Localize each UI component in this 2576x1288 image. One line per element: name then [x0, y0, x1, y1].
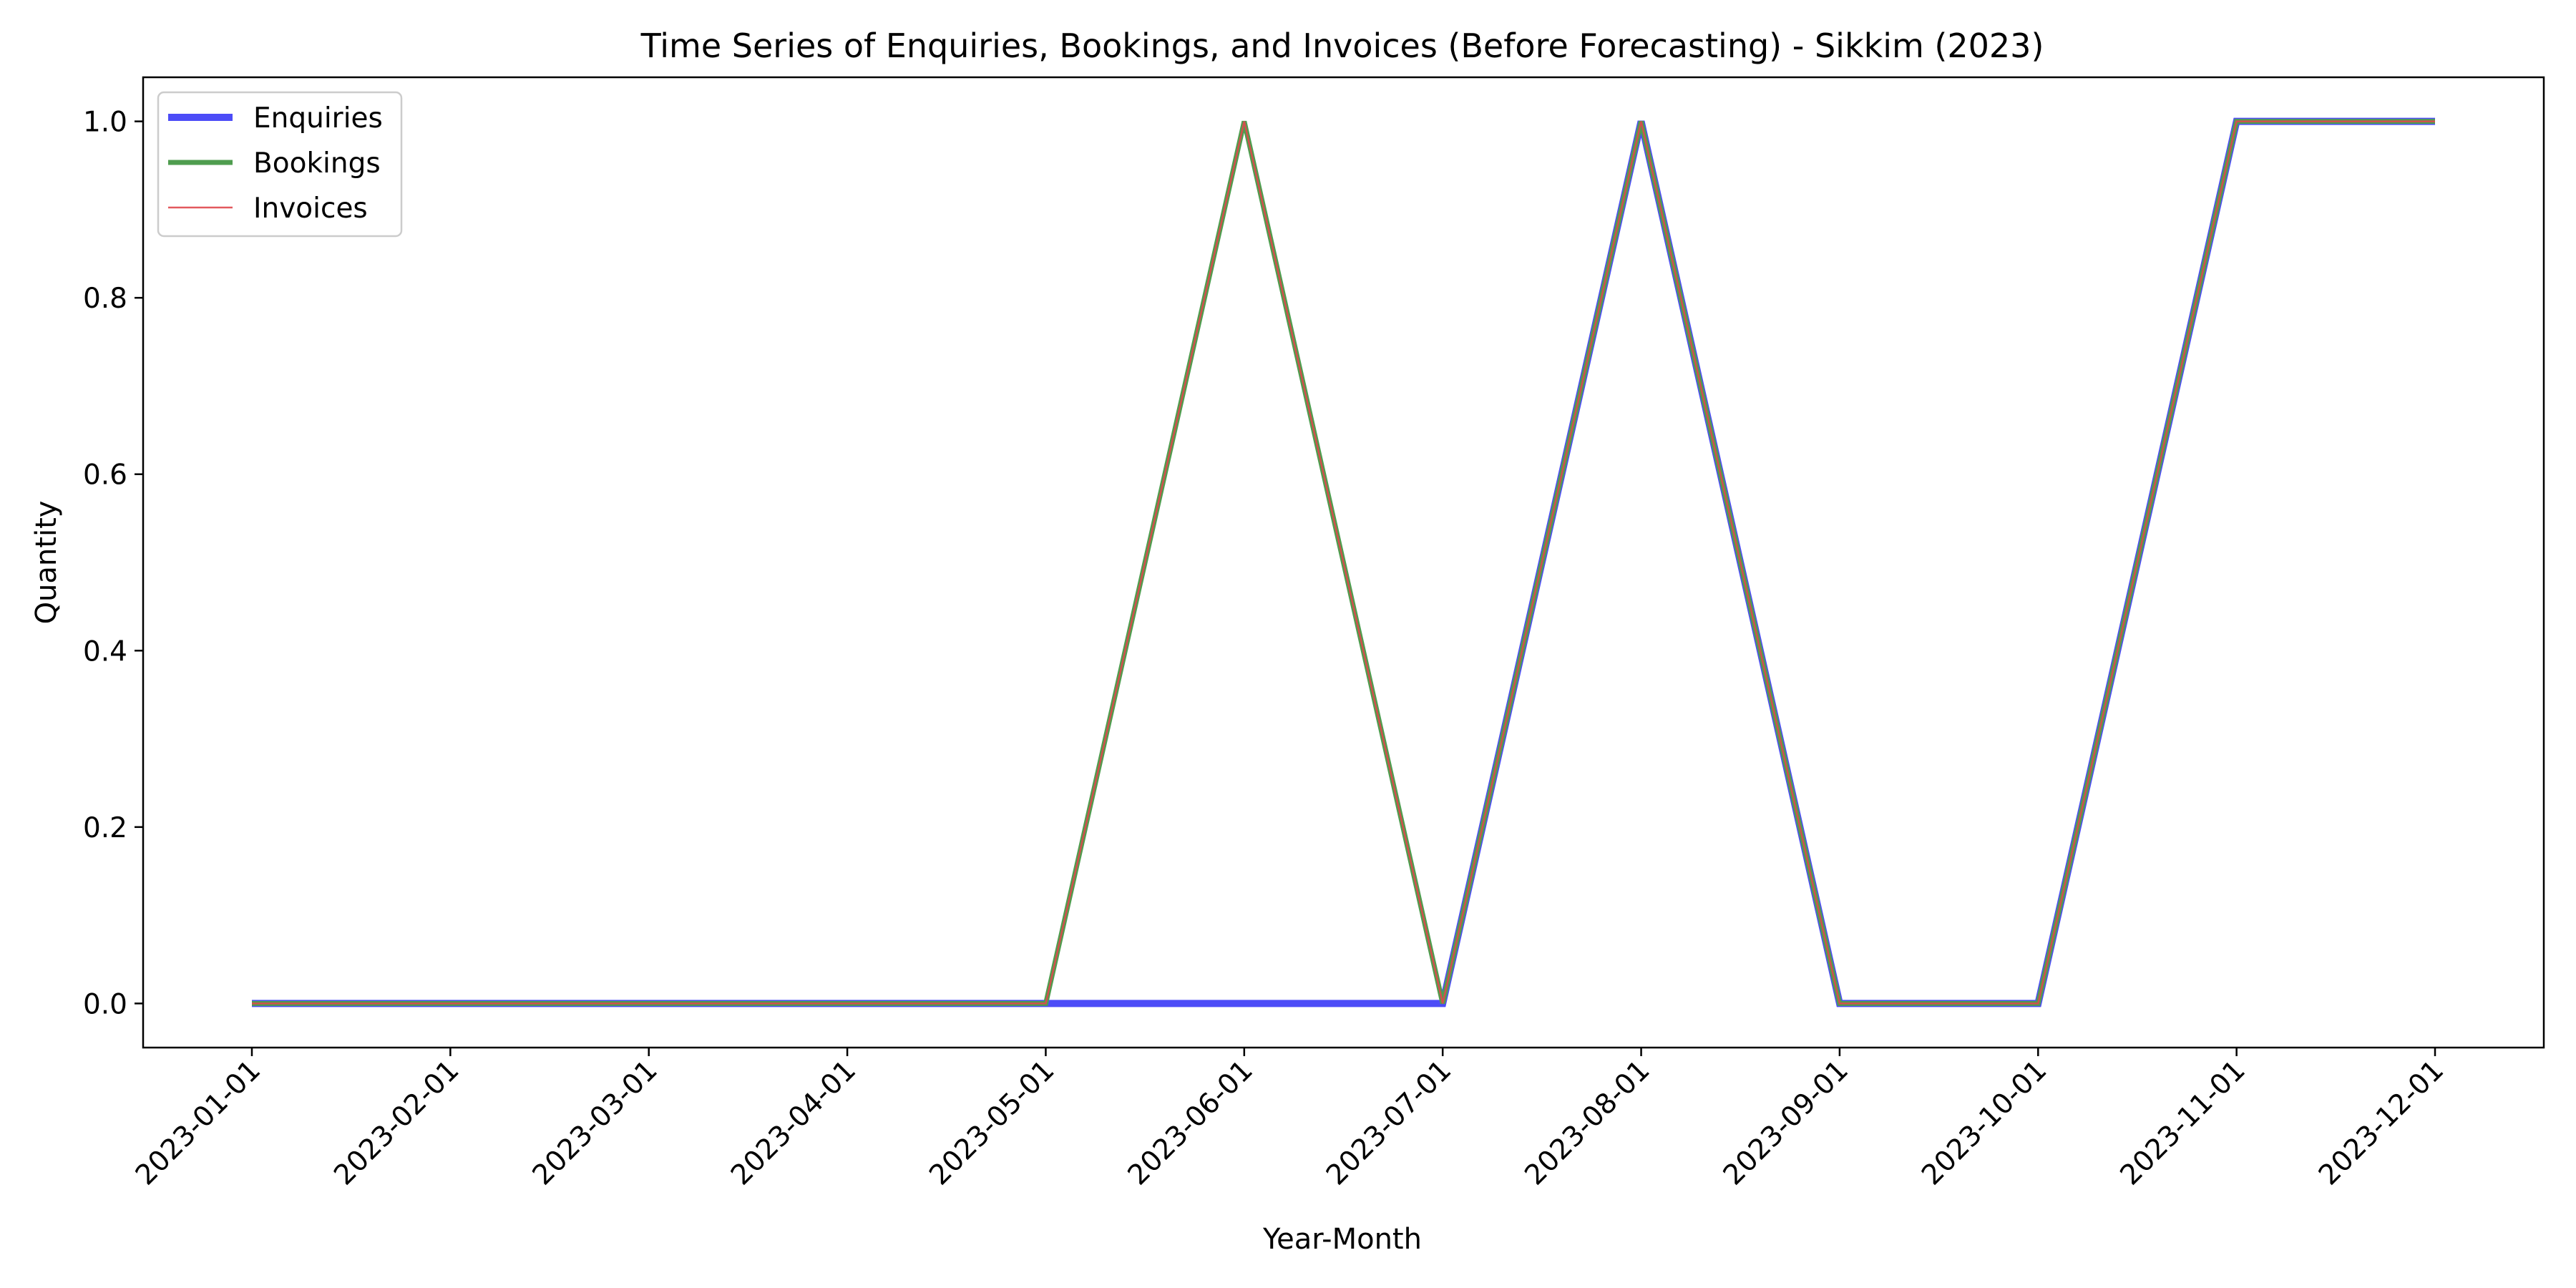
y-tick-label: 0.2	[83, 812, 127, 844]
legend-label-invoices: Invoices	[253, 192, 368, 225]
legend-label-bookings: Bookings	[253, 147, 381, 180]
y-tick-label: 1.0	[83, 107, 127, 139]
y-tick-label: 0.4	[83, 635, 127, 668]
y-axis-label: Quantity	[30, 501, 63, 625]
series-layer	[252, 117, 2435, 1008]
x-axis-label: Year-Month	[1262, 1223, 1422, 1256]
y-tick-label: 0.8	[83, 283, 127, 315]
plot-frame	[142, 76, 2545, 1049]
y-tick-label: 0.6	[83, 459, 127, 492]
series-line-invoices	[252, 120, 2435, 1005]
y-axis: 0.0 0.2 0.4 0.6 0.8 1.0	[83, 107, 143, 1020]
legend: Enquiries Bookings Invoices	[157, 91, 403, 238]
legend-label-enquiries: Enquiries	[253, 102, 383, 135]
legend-box	[157, 91, 403, 238]
chart-title: Time Series of Enquiries, Bookings, and …	[640, 26, 2044, 65]
y-tick-label: 0.0	[83, 988, 127, 1020]
